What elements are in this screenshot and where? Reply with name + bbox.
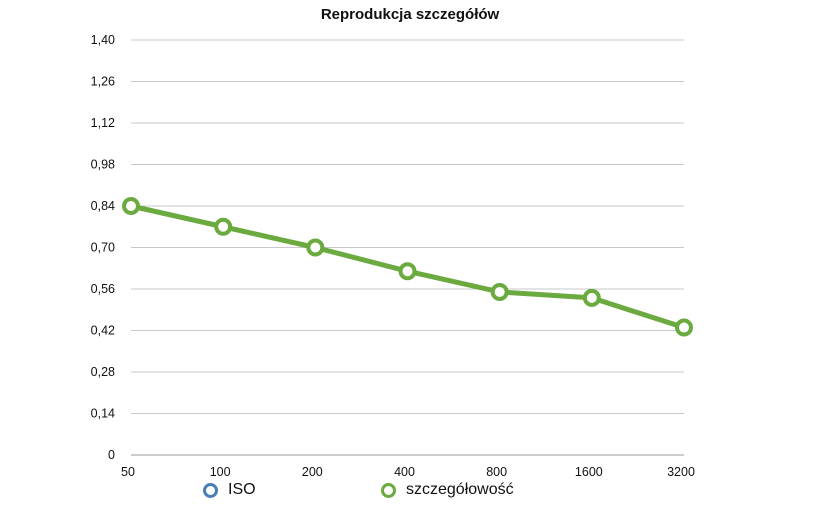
y-tick-label: 0,56 [91, 282, 115, 296]
x-tick-label: 1600 [575, 465, 603, 478]
y-tick-label: 0,42 [91, 324, 115, 338]
legend: ISO szczegółowość [0, 481, 840, 505]
legend-label-szczegolowosc: szczegółowość [406, 481, 514, 498]
legend-marker-szczegolowosc [381, 482, 396, 498]
y-tick-label: 1,12 [91, 116, 115, 130]
y-tick-label: 1,40 [91, 33, 115, 47]
y-tick-label: 0,14 [91, 407, 115, 421]
chart-title: Reprodukcja szczegółów [320, 6, 500, 23]
data-point [490, 282, 509, 301]
x-tick-label: 400 [394, 465, 415, 478]
x-tick-label: 800 [486, 465, 507, 478]
x-tick-label: 100 [210, 465, 231, 478]
legend-item-iso: ISO [203, 481, 256, 499]
x-tick-label: 3200 [667, 465, 695, 478]
y-tick-label: 0,98 [91, 158, 115, 172]
data-point [582, 288, 601, 307]
y-tick-label: 0,84 [91, 199, 115, 213]
data-point [675, 318, 693, 337]
legend-marker-iso [203, 482, 218, 498]
data-point [122, 197, 140, 215]
x-tick-label: 50 [121, 465, 135, 478]
data-point [306, 238, 325, 257]
data-point [214, 217, 233, 236]
legend-item-szczegolowosc: szczegółowość [381, 481, 514, 499]
legend-label-iso: ISO [228, 481, 256, 498]
x-tick-label: 200 [302, 465, 323, 478]
y-tick-label: 0,70 [91, 241, 115, 255]
chart-plot: 0 0,14 0,28 0,42 0,56 0,70 0,84 0,98 1,12 1,26 1,4… [91, 33, 695, 478]
y-tick-label: 1,26 [91, 75, 115, 89]
y-tick-label: 0 [108, 448, 115, 462]
data-point [398, 262, 417, 281]
y-tick-label: 0,28 [91, 365, 115, 379]
